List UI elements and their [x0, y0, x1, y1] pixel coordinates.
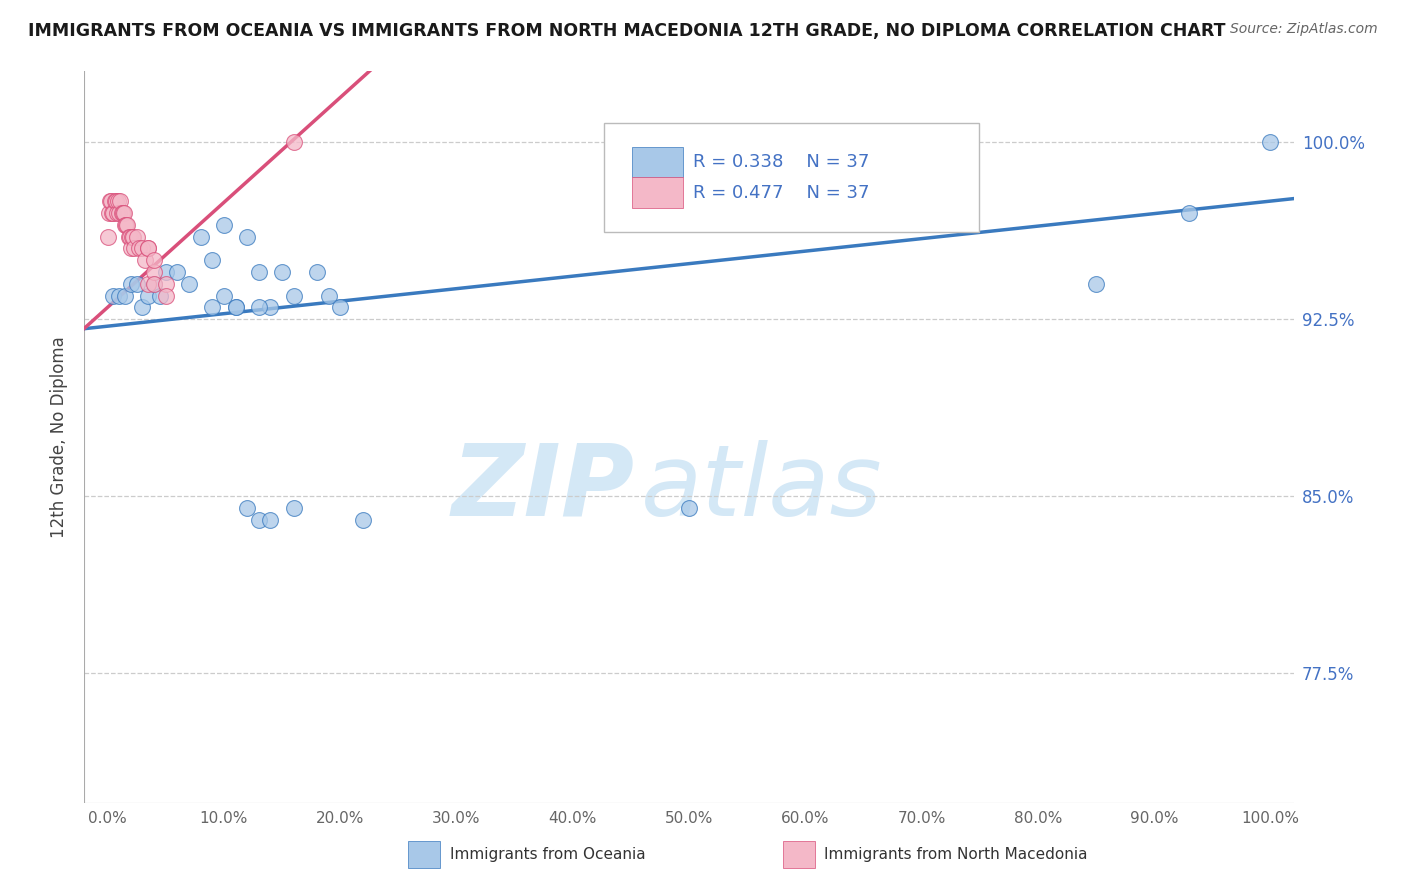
- Text: Immigrants from Oceania: Immigrants from Oceania: [450, 847, 645, 862]
- Point: [101, 206, 124, 220]
- Point: [329, 301, 352, 315]
- Point: [1084, 277, 1107, 291]
- Point: [1258, 135, 1281, 149]
- Point: [236, 229, 259, 244]
- Point: [114, 288, 136, 302]
- Point: [108, 288, 131, 302]
- Point: [100, 194, 122, 208]
- Point: [120, 241, 142, 255]
- FancyBboxPatch shape: [633, 146, 683, 178]
- Point: [131, 241, 153, 255]
- Point: [201, 253, 224, 268]
- Point: [108, 206, 131, 220]
- Text: R = 0.338    N = 37: R = 0.338 N = 37: [693, 153, 869, 171]
- Point: [120, 277, 142, 291]
- Point: [247, 265, 270, 279]
- Point: [305, 265, 328, 279]
- Point: [143, 277, 166, 291]
- Point: [283, 500, 305, 515]
- Point: [1178, 206, 1201, 220]
- Text: atlas: atlas: [641, 440, 882, 537]
- Point: [318, 288, 340, 302]
- Point: [247, 513, 270, 527]
- Point: [104, 194, 127, 208]
- Point: [225, 301, 247, 315]
- Text: ZIP: ZIP: [451, 440, 634, 537]
- Point: [105, 206, 128, 220]
- Point: [143, 265, 166, 279]
- Point: [271, 265, 294, 279]
- Point: [134, 253, 156, 268]
- Text: Immigrants from North Macedonia: Immigrants from North Macedonia: [824, 847, 1088, 862]
- Point: [121, 229, 143, 244]
- Point: [117, 218, 139, 232]
- Point: [115, 218, 138, 232]
- Point: [136, 241, 159, 255]
- Point: [111, 206, 134, 220]
- Point: [122, 229, 145, 244]
- Point: [283, 135, 305, 149]
- Point: [259, 301, 281, 315]
- Point: [103, 288, 125, 302]
- FancyBboxPatch shape: [605, 122, 979, 232]
- Point: [103, 206, 125, 220]
- Point: [117, 229, 139, 244]
- Point: [97, 206, 120, 220]
- Point: [247, 301, 270, 315]
- Point: [114, 218, 136, 232]
- Point: [149, 288, 172, 302]
- Point: [136, 277, 159, 291]
- Point: [128, 241, 150, 255]
- Point: [155, 277, 177, 291]
- Point: [259, 513, 281, 527]
- Point: [98, 194, 121, 208]
- Text: R = 0.477    N = 37: R = 0.477 N = 37: [693, 184, 869, 202]
- Point: [177, 277, 200, 291]
- Point: [136, 241, 159, 255]
- Point: [352, 513, 374, 527]
- Point: [155, 265, 177, 279]
- Point: [131, 301, 153, 315]
- Point: [155, 288, 177, 302]
- Point: [283, 288, 305, 302]
- Text: IMMIGRANTS FROM OCEANIA VS IMMIGRANTS FROM NORTH MACEDONIA 12TH GRADE, NO DIPLOM: IMMIGRANTS FROM OCEANIA VS IMMIGRANTS FR…: [28, 22, 1226, 40]
- Point: [125, 229, 148, 244]
- Point: [678, 500, 700, 515]
- Y-axis label: 12th Grade, No Diploma: 12th Grade, No Diploma: [51, 336, 69, 538]
- Point: [166, 265, 188, 279]
- Text: Source: ZipAtlas.com: Source: ZipAtlas.com: [1230, 22, 1378, 37]
- Point: [125, 277, 148, 291]
- Point: [118, 229, 141, 244]
- Point: [110, 206, 132, 220]
- FancyBboxPatch shape: [408, 841, 440, 868]
- Point: [124, 241, 146, 255]
- Point: [212, 218, 235, 232]
- Point: [97, 229, 120, 244]
- FancyBboxPatch shape: [633, 178, 683, 208]
- FancyBboxPatch shape: [783, 841, 814, 868]
- Point: [143, 277, 166, 291]
- Point: [225, 301, 247, 315]
- Point: [110, 194, 132, 208]
- Point: [190, 229, 212, 244]
- Point: [107, 194, 129, 208]
- Point: [236, 500, 259, 515]
- Point: [201, 301, 224, 315]
- Point: [104, 194, 127, 208]
- Point: [112, 206, 135, 220]
- Point: [143, 253, 166, 268]
- Point: [212, 288, 235, 302]
- Point: [136, 288, 159, 302]
